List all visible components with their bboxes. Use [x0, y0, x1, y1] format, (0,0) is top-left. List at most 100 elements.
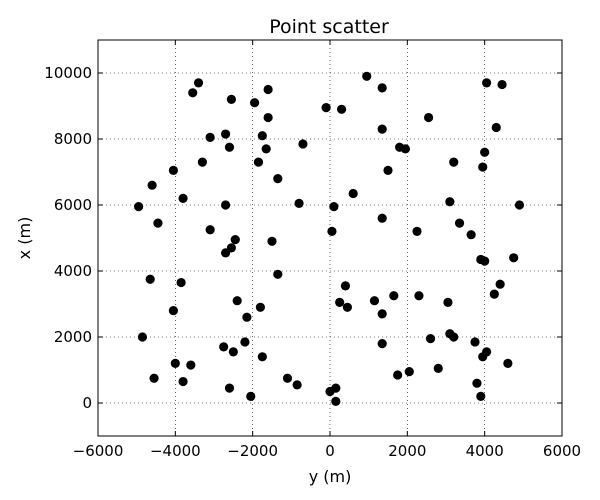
- y-tick-label: 6000: [54, 196, 92, 214]
- data-point: [242, 312, 252, 322]
- data-point: [178, 376, 188, 387]
- data-point: [514, 200, 525, 210]
- data-point: [188, 88, 198, 98]
- data-point: [472, 378, 482, 388]
- data-point: [153, 218, 163, 228]
- x-tick-label: −2000: [227, 442, 278, 460]
- data-point: [240, 337, 250, 347]
- data-point: [497, 79, 507, 90]
- data-point: [342, 302, 352, 312]
- data-point: [230, 235, 240, 245]
- data-point: [377, 309, 387, 319]
- data-point: [176, 277, 186, 288]
- data-point: [466, 230, 476, 240]
- data-point: [509, 253, 519, 263]
- data-point: [489, 289, 499, 299]
- data-point: [292, 380, 302, 390]
- data-point: [445, 197, 455, 207]
- y-tick-label: 2000: [54, 328, 92, 346]
- y-tick-label: 4000: [54, 262, 92, 280]
- y-tick-label: 0: [82, 394, 92, 412]
- data-point: [134, 202, 144, 212]
- y-tick-label: 10000: [44, 64, 92, 82]
- data-point: [267, 236, 277, 246]
- data-point: [298, 139, 308, 149]
- data-point: [476, 391, 486, 401]
- data-point: [412, 226, 422, 236]
- chart-title: Point scatter: [269, 16, 389, 38]
- data-point: [232, 296, 242, 306]
- x-tick-label: 0: [325, 442, 335, 460]
- data-point: [226, 94, 236, 104]
- data-point: [263, 84, 273, 95]
- data-point: [443, 297, 453, 307]
- data-point: [224, 383, 235, 393]
- data-point: [221, 129, 231, 139]
- data-point: [400, 144, 410, 154]
- data-points: [134, 71, 525, 406]
- data-point: [449, 332, 459, 342]
- x-tick-label: 6000: [543, 442, 581, 460]
- data-point: [273, 174, 283, 184]
- data-point: [389, 291, 399, 301]
- data-point: [337, 104, 347, 114]
- data-point: [491, 122, 501, 133]
- data-point: [478, 162, 488, 172]
- y-tick-label: 8000: [54, 130, 92, 148]
- data-point: [470, 337, 480, 347]
- data-point: [250, 98, 260, 108]
- data-point: [253, 157, 264, 167]
- data-point: [377, 124, 387, 134]
- data-point: [414, 291, 424, 301]
- y-axis-label: x (m): [15, 217, 34, 260]
- data-point: [205, 132, 215, 142]
- data-point: [273, 269, 283, 279]
- data-point: [221, 200, 231, 210]
- x-axis-label: y (m): [309, 467, 352, 486]
- data-point: [482, 78, 492, 88]
- data-point: [340, 281, 351, 291]
- data-point: [168, 165, 178, 175]
- data-point: [321, 103, 331, 113]
- data-point: [178, 193, 188, 203]
- data-point: [393, 370, 403, 380]
- data-point: [348, 188, 358, 199]
- data-point: [331, 396, 341, 406]
- data-point: [294, 198, 304, 208]
- data-point: [257, 352, 267, 362]
- x-tick-label: −6000: [73, 442, 124, 460]
- data-point: [168, 306, 178, 316]
- data-point: [261, 144, 271, 154]
- data-point: [221, 248, 231, 258]
- data-point: [186, 360, 196, 370]
- axis-ticks: −6000 −4000 −2000 0 2000 4000 6000 0 2000 4000 600…: [44, 40, 581, 460]
- data-point: [255, 302, 265, 312]
- data-point: [424, 112, 434, 123]
- data-point: [329, 202, 339, 212]
- data-point: [377, 339, 387, 349]
- data-point: [205, 225, 215, 235]
- x-tick-label: −4000: [150, 442, 201, 460]
- data-point: [325, 386, 335, 397]
- data-point: [503, 358, 513, 368]
- data-point: [197, 157, 207, 167]
- gridlines: [98, 40, 562, 436]
- data-point: [454, 218, 465, 228]
- data-point: [145, 274, 155, 284]
- data-point: [193, 78, 204, 88]
- data-point: [495, 279, 505, 289]
- data-point: [377, 83, 387, 93]
- data-point: [404, 367, 414, 377]
- data-point: [480, 256, 490, 266]
- data-point: [170, 358, 180, 368]
- x-tick-label: 2000: [388, 442, 426, 460]
- data-point: [377, 213, 387, 223]
- data-point: [263, 112, 273, 123]
- data-point: [383, 165, 393, 175]
- data-point: [282, 373, 293, 383]
- data-point: [149, 373, 159, 383]
- data-point: [224, 142, 235, 152]
- data-point: [433, 363, 443, 373]
- data-point: [362, 71, 372, 81]
